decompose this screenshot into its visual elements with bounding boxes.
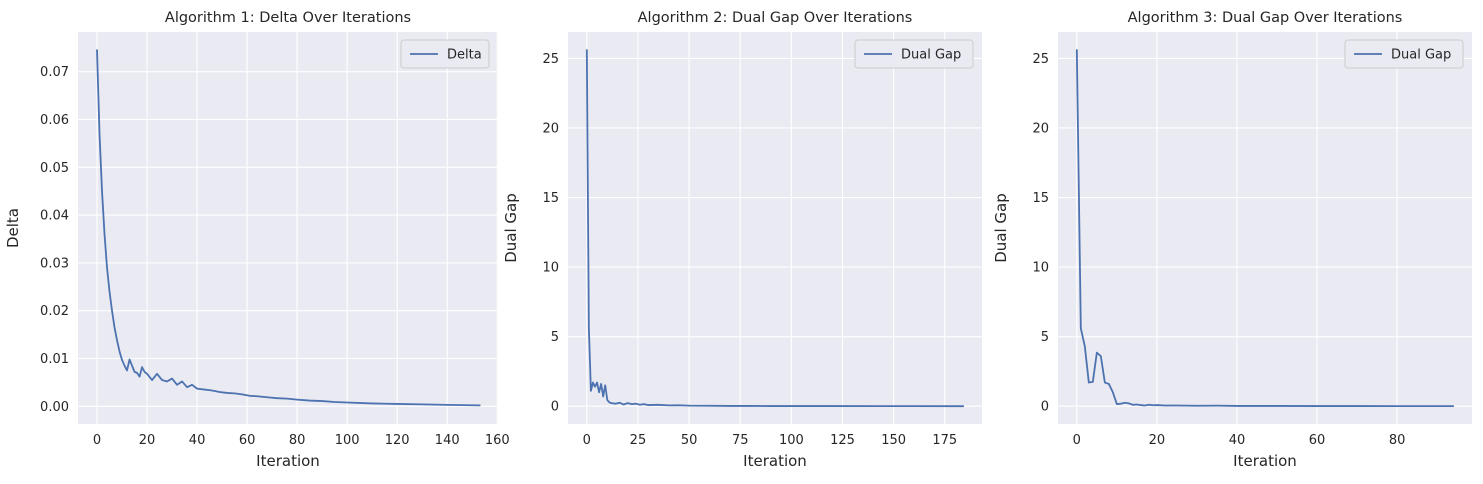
x-tick-label: 75 — [732, 433, 749, 448]
x-tick-label: 80 — [289, 433, 306, 448]
subplot-algorithm-2: 0 25 50 75 100 125 150 175 0 5 10 15 20 25 Algorithm 2… — [502, 10, 982, 470]
x-tick-label: 125 — [830, 433, 855, 448]
y-tick-label: 15 — [1032, 191, 1049, 206]
x-axis-label: Iteration — [1233, 452, 1297, 470]
chart-title: Algorithm 1: Delta Over Iterations — [165, 10, 411, 26]
legend-label: Dual Gap — [901, 48, 961, 63]
x-tick-label: 80 — [1389, 433, 1406, 448]
chart-title: Algorithm 2: Dual Gap Over Iterations — [638, 10, 913, 26]
y-tick-label: 0 — [1041, 400, 1049, 415]
legend-box — [400, 39, 490, 69]
x-tick-label: 60 — [1309, 433, 1326, 448]
x-tick-label: 100 — [335, 433, 360, 448]
x-tick-label: 140 — [435, 433, 460, 448]
x-tick-label: 40 — [1229, 433, 1246, 448]
y-tick-label: 25 — [1032, 52, 1049, 67]
y-tick-label: 10 — [542, 261, 559, 276]
y-tick-label: 20 — [542, 121, 559, 136]
legend-label: Dual Gap — [1391, 48, 1451, 63]
y-tick-label: 0.05 — [40, 161, 69, 176]
legend: Dual Gap — [1344, 39, 1464, 69]
x-axis-label: Iteration — [743, 452, 807, 470]
plot-area — [568, 32, 982, 424]
y-tick-label: 0.04 — [40, 209, 69, 224]
y-axis-label: Dual Gap — [992, 193, 1010, 263]
y-axis-label: Dual Gap — [502, 193, 520, 263]
y-tick-label: 0.00 — [40, 400, 69, 415]
x-tick-label: 20 — [139, 433, 156, 448]
legend-box — [1344, 39, 1464, 69]
x-tick-label: 0 — [583, 433, 591, 448]
chart-title: Algorithm 3: Dual Gap Over Iterations — [1128, 10, 1403, 26]
x-axis-label: Iteration — [256, 452, 320, 470]
x-tick-label: 120 — [385, 433, 410, 448]
x-tick-label: 20 — [1149, 433, 1166, 448]
y-tick-label: 0.07 — [40, 65, 69, 80]
x-tick-label: 0 — [93, 433, 101, 448]
y-tick-label: 10 — [1032, 261, 1049, 276]
subplot-algorithm-1: 0 20 40 60 80 100 120 140 160 0.00 0.01 0.02 0.03 0.0… — [4, 10, 510, 470]
y-tick-label: 0.01 — [40, 352, 69, 367]
x-tick-label: 160 — [485, 433, 510, 448]
series-line-dual-gap — [585, 49, 965, 408]
legend-label: Delta — [447, 48, 482, 63]
y-tick-label: 15 — [542, 191, 559, 206]
y-tick-label: 25 — [542, 52, 559, 67]
y-axis-label: Delta — [4, 208, 22, 248]
x-tick-label: 25 — [630, 433, 647, 448]
x-tick-label: 0 — [1073, 433, 1081, 448]
y-tick-label: 5 — [551, 330, 559, 345]
y-tick-label: 20 — [1032, 121, 1049, 136]
legend: Delta — [400, 39, 490, 69]
plot-area — [1058, 32, 1472, 424]
x-tick-label: 50 — [681, 433, 698, 448]
y-tick-label: 0 — [551, 400, 559, 415]
y-tick-label: 5 — [1041, 330, 1049, 345]
x-tick-label: 60 — [239, 433, 256, 448]
series-line-delta — [96, 49, 481, 407]
x-tick-label: 150 — [881, 433, 906, 448]
plot-area — [78, 32, 498, 424]
x-tick-label: 40 — [189, 433, 206, 448]
y-tick-label: 0.02 — [40, 304, 69, 319]
legend-box — [854, 39, 974, 69]
x-tick-label: 175 — [932, 433, 957, 448]
legend: Dual Gap — [854, 39, 974, 69]
x-tick-label: 100 — [779, 433, 804, 448]
y-tick-label: 0.06 — [40, 113, 69, 128]
series-line-dual-gap — [1075, 49, 1455, 408]
y-tick-label: 0.03 — [40, 256, 69, 271]
subplot-algorithm-3: 0 20 40 60 80 0 5 10 15 20 25 Algorithm 3: Dual Gap… — [992, 10, 1472, 470]
